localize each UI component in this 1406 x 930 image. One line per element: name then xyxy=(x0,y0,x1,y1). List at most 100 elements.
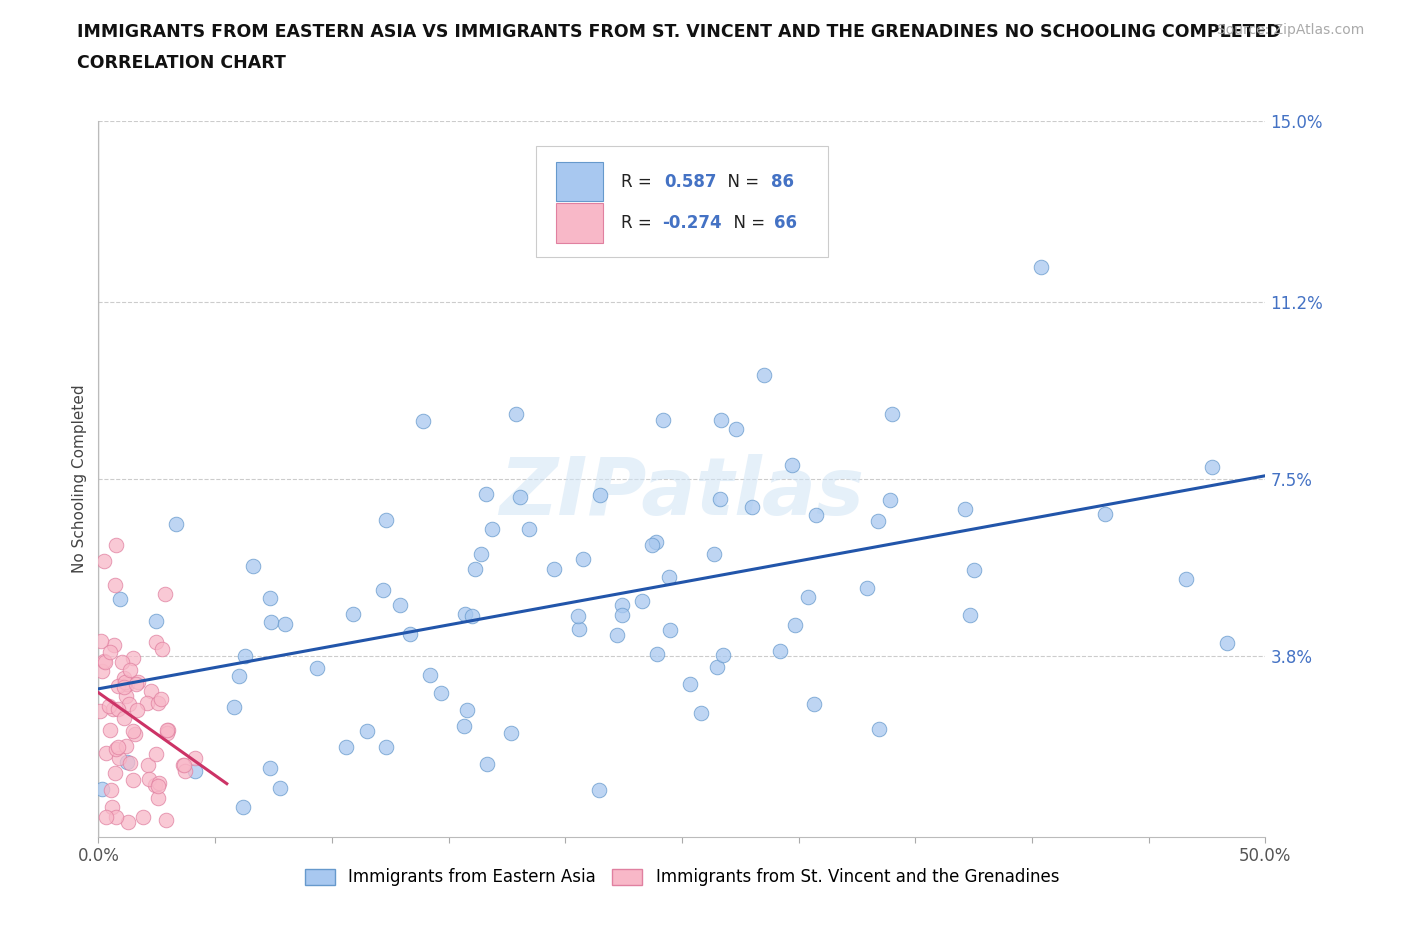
Point xyxy=(120,662,142,677)
Point xyxy=(104,765,127,780)
Point xyxy=(112,680,135,695)
Point xyxy=(111,655,134,670)
Point xyxy=(156,723,179,737)
Point xyxy=(105,538,128,552)
Text: R =: R = xyxy=(621,173,657,191)
Point xyxy=(108,591,131,606)
Point xyxy=(630,594,652,609)
Point xyxy=(121,651,143,666)
Point xyxy=(1094,507,1116,522)
Point xyxy=(100,800,122,815)
Point xyxy=(127,674,149,689)
Point xyxy=(568,621,591,636)
Point xyxy=(509,489,531,504)
Point xyxy=(963,563,986,578)
Point xyxy=(711,647,734,662)
Point xyxy=(136,757,159,772)
Point xyxy=(610,597,633,612)
Text: 86: 86 xyxy=(770,173,793,191)
Point xyxy=(1201,459,1223,474)
Point xyxy=(335,739,357,754)
Point xyxy=(453,718,475,733)
Point xyxy=(184,751,207,765)
Point xyxy=(115,738,138,753)
Point xyxy=(612,608,634,623)
Text: CORRELATION CHART: CORRELATION CHART xyxy=(77,54,287,72)
Point xyxy=(882,407,904,422)
Point xyxy=(148,779,170,794)
Point xyxy=(232,800,254,815)
Point xyxy=(120,755,142,770)
Point xyxy=(107,678,129,693)
Point xyxy=(412,413,434,428)
FancyBboxPatch shape xyxy=(536,146,828,257)
Point xyxy=(136,696,159,711)
Point xyxy=(155,812,177,827)
Text: R =: R = xyxy=(621,214,657,232)
Point xyxy=(121,772,143,787)
Point xyxy=(260,614,283,629)
Point xyxy=(97,698,120,713)
Text: 0.587: 0.587 xyxy=(665,173,717,191)
Point xyxy=(645,646,668,661)
Point xyxy=(104,578,127,592)
Point xyxy=(679,677,702,692)
Point xyxy=(475,486,498,501)
Point xyxy=(588,783,610,798)
Point xyxy=(124,727,146,742)
Point xyxy=(606,628,628,643)
Point xyxy=(1029,259,1052,274)
Point xyxy=(374,740,396,755)
Point xyxy=(156,725,179,740)
Point xyxy=(725,422,748,437)
Point xyxy=(399,627,422,642)
Point xyxy=(184,764,207,778)
Point xyxy=(115,754,138,769)
Point xyxy=(98,723,121,737)
Point xyxy=(706,659,728,674)
Text: -0.274: -0.274 xyxy=(662,214,721,232)
Point xyxy=(305,660,328,675)
Point xyxy=(94,654,117,669)
Point xyxy=(572,551,595,566)
Point xyxy=(222,700,245,715)
Point xyxy=(374,512,396,527)
Point xyxy=(90,781,112,796)
Legend: Immigrants from Eastern Asia, Immigrants from St. Vincent and the Grenadines: Immigrants from Eastern Asia, Immigrants… xyxy=(298,862,1066,893)
Point xyxy=(481,521,503,536)
Point xyxy=(501,725,523,740)
Point xyxy=(273,617,295,631)
Point xyxy=(112,711,135,725)
Point xyxy=(150,691,173,706)
Point xyxy=(388,598,411,613)
Point xyxy=(114,674,136,689)
Point xyxy=(641,538,664,552)
Text: Source: ZipAtlas.com: Source: ZipAtlas.com xyxy=(1216,23,1364,37)
Point xyxy=(259,761,281,776)
Point xyxy=(228,669,250,684)
Point xyxy=(780,458,803,472)
Point xyxy=(953,501,976,516)
Point xyxy=(172,757,194,772)
Point xyxy=(132,809,155,824)
Point xyxy=(373,583,395,598)
Point xyxy=(769,644,792,658)
Point xyxy=(710,413,733,428)
Point xyxy=(803,697,825,711)
Point xyxy=(145,747,167,762)
Point xyxy=(658,623,681,638)
Point xyxy=(543,562,565,577)
Text: 66: 66 xyxy=(775,214,797,232)
Point xyxy=(112,671,135,685)
Point xyxy=(259,591,281,605)
Point xyxy=(90,633,112,648)
FancyBboxPatch shape xyxy=(555,204,603,243)
Point xyxy=(107,739,129,754)
Point xyxy=(93,553,115,568)
Point xyxy=(105,809,128,824)
Point xyxy=(342,607,364,622)
Point xyxy=(173,764,195,779)
Text: ZIPatlas: ZIPatlas xyxy=(499,454,865,532)
Point xyxy=(157,723,180,737)
Point xyxy=(703,547,725,562)
